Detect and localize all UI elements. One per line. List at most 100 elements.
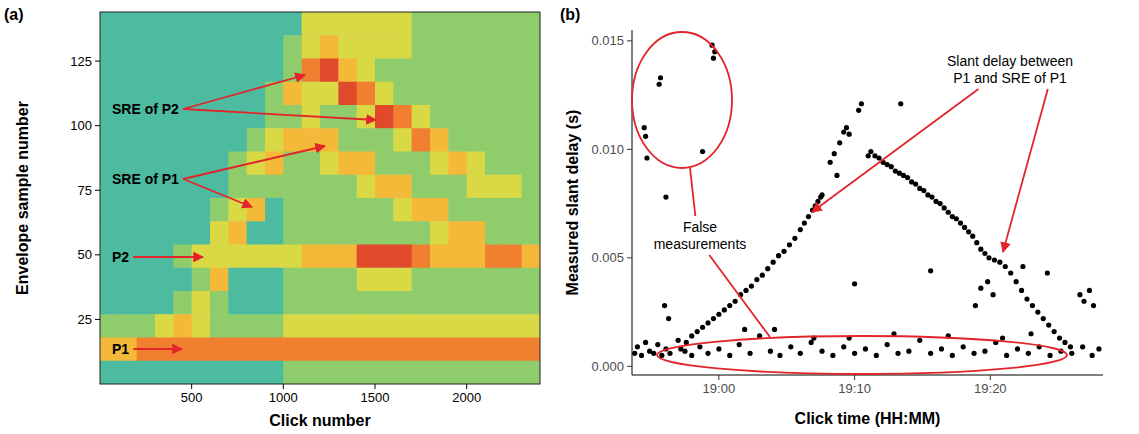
data-point [856, 108, 861, 113]
heat-cell [375, 198, 394, 222]
data-point [658, 75, 663, 80]
data-point [749, 283, 754, 288]
y-tick-label: 0.000 [591, 359, 624, 374]
heat-cell [503, 268, 522, 292]
heat-cell [320, 268, 339, 292]
heat-cell [283, 175, 302, 199]
heat-cell [375, 35, 394, 59]
data-point [705, 351, 710, 356]
heat-cell [338, 82, 357, 106]
heat-cell [467, 198, 486, 222]
heat-cell [228, 221, 247, 245]
heat-cell [412, 175, 431, 199]
heat-cell [137, 198, 156, 222]
heat-cell [283, 35, 302, 59]
heat-cell [302, 314, 321, 338]
data-point [1028, 331, 1033, 336]
heat-cell [100, 12, 119, 36]
data-point [1081, 299, 1086, 304]
heat-cell [155, 12, 174, 36]
x-tick [990, 375, 991, 380]
heat-cell [173, 221, 192, 245]
heat-cell [412, 361, 431, 384]
heat-cell [247, 82, 266, 106]
y-tick-label: 0.010 [591, 142, 624, 157]
heat-cell [393, 175, 412, 199]
heat-cell [320, 152, 339, 176]
data-point [997, 260, 1002, 265]
text-line: measurements [654, 236, 747, 252]
heat-cell [375, 128, 394, 152]
heat-cell [448, 361, 467, 384]
heat-cell [412, 291, 431, 315]
heat-cell [503, 338, 522, 362]
heat-cell [503, 314, 522, 338]
data-point [1004, 353, 1009, 358]
data-point [802, 221, 807, 226]
heat-cell [320, 12, 339, 36]
annotation-arrow [1003, 89, 1048, 252]
heat-cell [210, 128, 229, 152]
data-point [913, 181, 918, 186]
heat-cell [302, 35, 321, 59]
data-point [986, 255, 991, 260]
data-point [1068, 344, 1073, 349]
heat-cell [338, 12, 357, 36]
data-point [695, 329, 700, 334]
heat-cell [247, 338, 266, 362]
heat-cell [210, 291, 229, 315]
heat-cell [247, 59, 266, 83]
heat-cell [375, 361, 394, 384]
heat-cell [228, 152, 247, 176]
annotation-arrow [183, 109, 376, 120]
heat-cell [430, 338, 449, 362]
heat-cell [155, 291, 174, 315]
data-point [727, 353, 732, 358]
y-tick-label: 50 [78, 247, 92, 262]
heat-cell [522, 12, 540, 36]
heat-cell [265, 221, 284, 245]
y-axis-line [632, 30, 633, 375]
x-tick [191, 384, 192, 389]
data-point [950, 353, 955, 358]
y-tick-label: 25 [78, 312, 92, 327]
heat-cell [357, 361, 376, 384]
heat-cell [100, 291, 119, 315]
heat-cell [247, 198, 266, 222]
x-tick-label: 2000 [452, 390, 481, 405]
heat-cell [375, 105, 394, 129]
heat-cell [100, 361, 119, 384]
heat-cell [247, 221, 266, 245]
data-point [889, 164, 894, 169]
annotation-line [690, 168, 695, 216]
heat-cell [485, 245, 504, 269]
heat-cell [283, 314, 302, 338]
heat-cell [118, 291, 137, 315]
heat-cell [448, 12, 467, 36]
heat-cell [320, 291, 339, 315]
heat-cell [430, 59, 449, 83]
heat-cell [192, 338, 211, 362]
annotation-arrow [133, 256, 203, 258]
heat-cell [412, 59, 431, 83]
heat-cell [393, 221, 412, 245]
heat-cell [430, 221, 449, 245]
heat-cell [265, 361, 284, 384]
heat-cell [448, 152, 467, 176]
heat-cell [522, 35, 540, 59]
data-point [705, 320, 710, 325]
heat-cell [100, 314, 119, 338]
heat-cell [118, 35, 137, 59]
heat-cell [357, 291, 376, 315]
heat-cell [302, 59, 321, 83]
heat-cell [412, 152, 431, 176]
data-point [639, 353, 644, 358]
heat-cell [283, 82, 302, 106]
heat-cell [503, 175, 522, 199]
heat-cell [302, 268, 321, 292]
heat-cell [210, 198, 229, 222]
data-point [1062, 340, 1067, 345]
heat-cell [448, 198, 467, 222]
x-tick [854, 375, 855, 380]
data-point [1030, 303, 1035, 308]
